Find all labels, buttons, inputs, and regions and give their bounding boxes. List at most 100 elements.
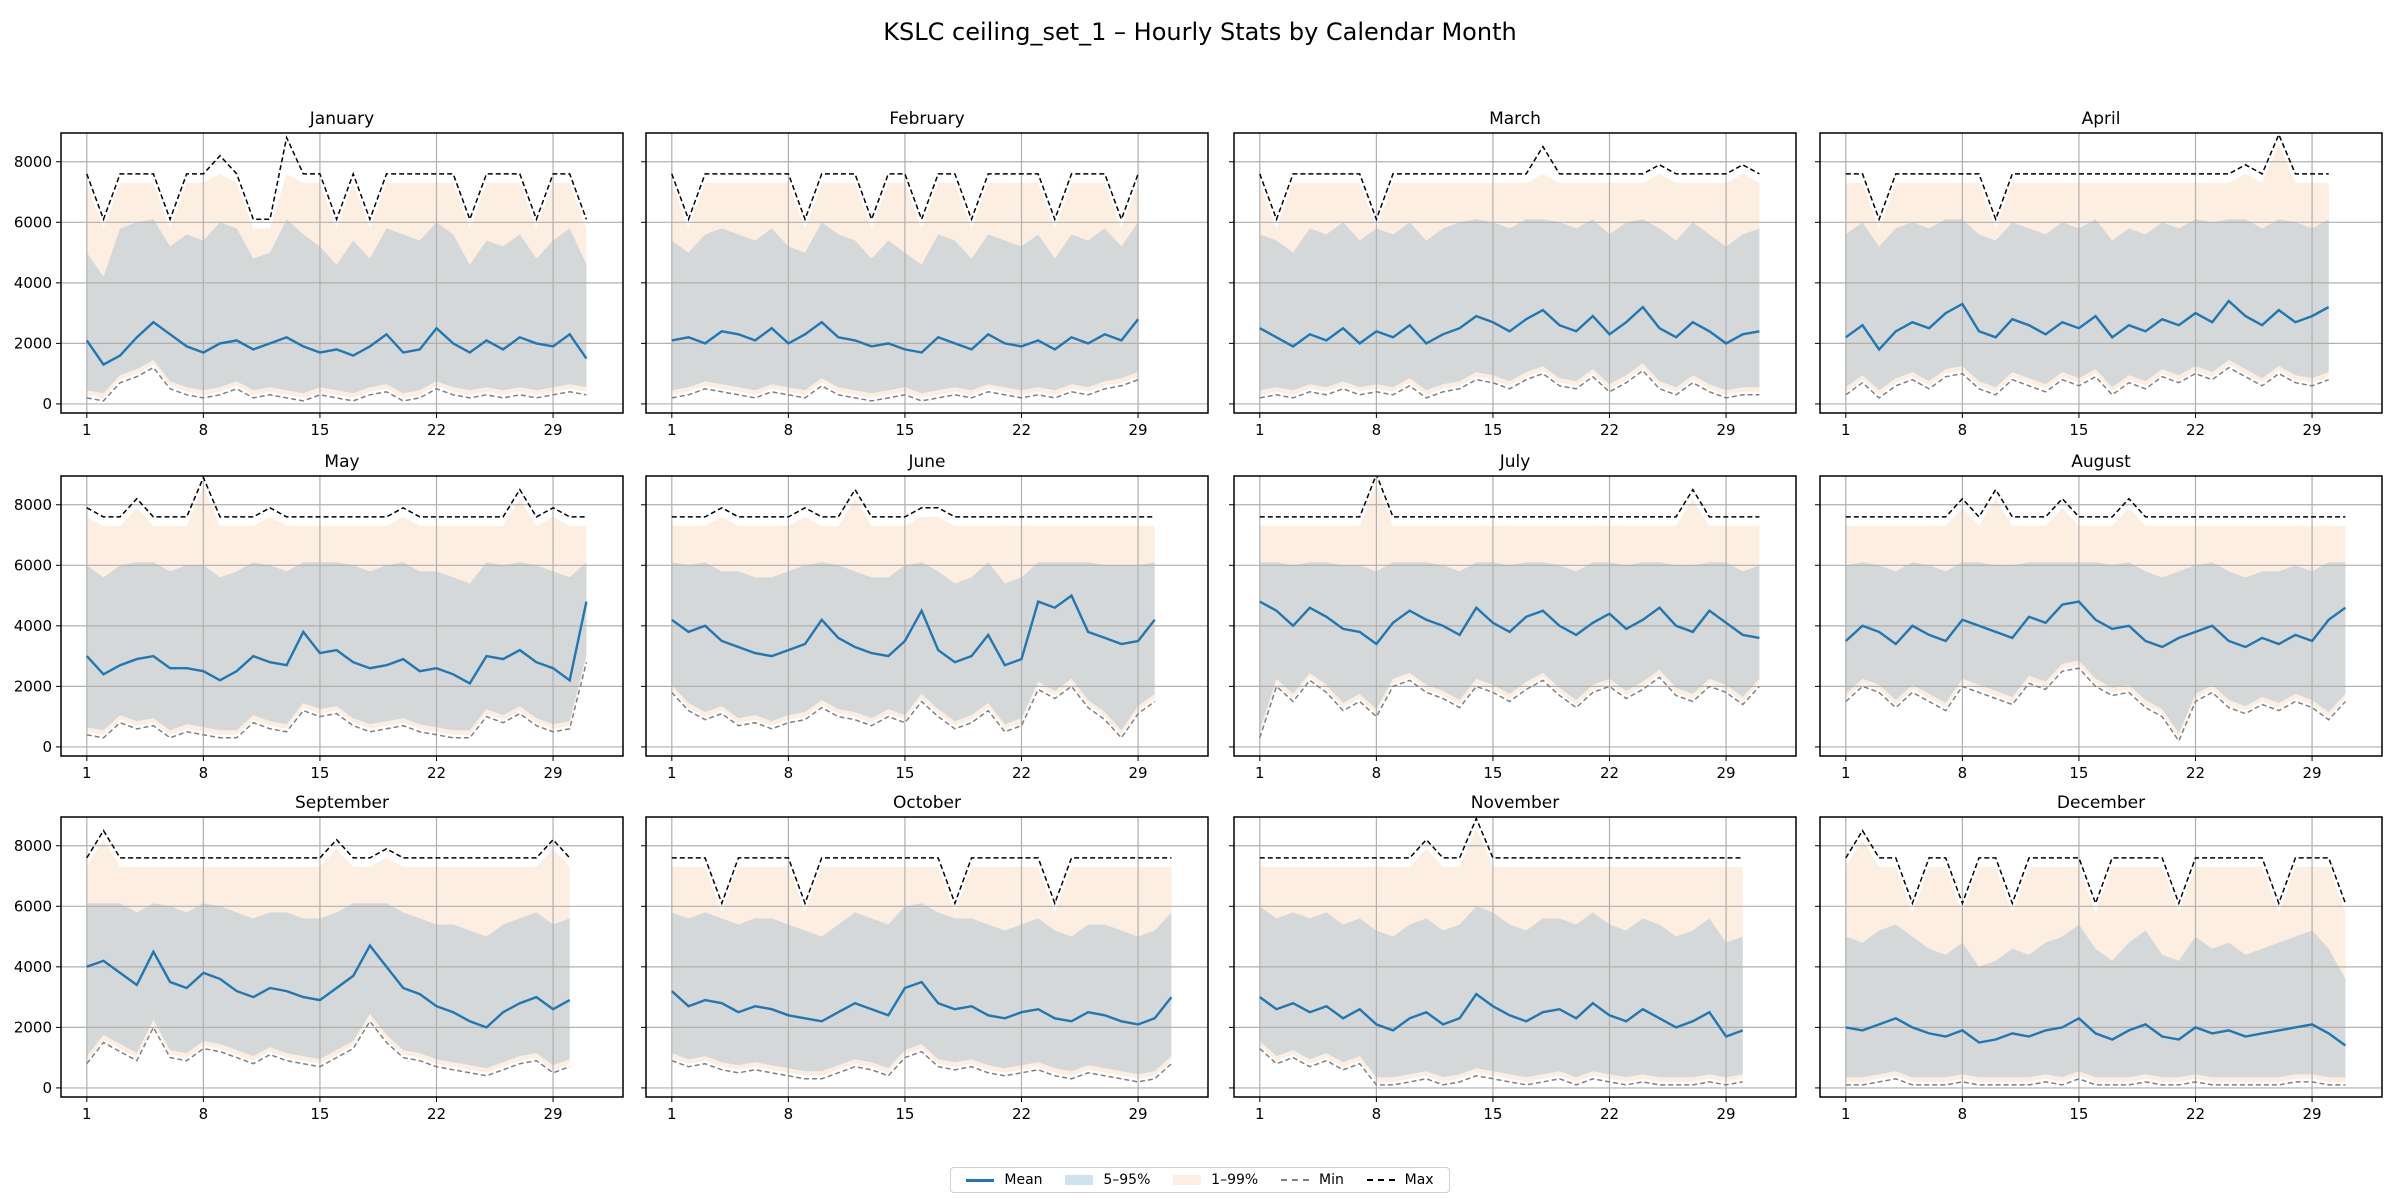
x-tick-label: 15 [1483, 421, 1502, 439]
x-tick-label: 15 [895, 764, 914, 782]
panel-april: April 1 8 15 22 29 [1815, 109, 2383, 439]
x-tick-label: 15 [1483, 1105, 1502, 1123]
legend-swatch-min [1281, 1179, 1309, 1181]
x-tick-label: 8 [1372, 421, 1382, 439]
min-line [86, 366, 587, 402]
panel-title: April [2082, 109, 2121, 129]
x-tick-label: 29 [544, 421, 563, 439]
panel-title: January [309, 109, 374, 129]
mean-line [1259, 600, 1760, 646]
panel-title: September [295, 793, 389, 813]
panel-may: May 1 8 15 22 29 0 2000 4000 6000 8000 [14, 452, 624, 782]
panel-title: October [893, 793, 961, 813]
mean-line [85, 601, 588, 686]
legend-label: 1–99% [1211, 1172, 1259, 1188]
x-tick-label: 1 [82, 1105, 92, 1123]
min-line [1259, 1048, 1743, 1086]
x-tick-label: 1 [1255, 421, 1265, 439]
x-tick-label: 1 [1255, 1105, 1265, 1123]
panel-title: November [1471, 793, 1559, 813]
y-tick-label: 8000 [14, 153, 52, 171]
mean-line [1259, 992, 1744, 1038]
panel-august: August 1 8 15 22 29 [1815, 452, 2383, 782]
legend-label: Mean [1004, 1172, 1043, 1188]
x-tick-label: 29 [544, 1105, 563, 1123]
x-tick-label: 15 [1483, 764, 1502, 782]
x-tick-label: 15 [310, 1105, 329, 1123]
max-line [86, 476, 587, 518]
panel-october: October 1 8 15 22 29 [641, 793, 1209, 1123]
band-5-95 [86, 562, 587, 731]
x-tick-label: 22 [2186, 1105, 2205, 1123]
min-line [86, 662, 588, 739]
y-tick-label: 2000 [14, 1018, 52, 1036]
mean-line [86, 943, 571, 1029]
x-tick-label: 15 [310, 421, 329, 439]
mean-line [1845, 1016, 2347, 1047]
legend: Mean 5–95% 1–99% Min Max [950, 1167, 1450, 1193]
min-line [1845, 667, 2346, 743]
x-tick-label: 15 [2069, 1105, 2088, 1123]
x-tick-label: 15 [2069, 764, 2088, 782]
y-tick-label: 6000 [14, 556, 52, 574]
axes-frame [645, 475, 1209, 757]
band-5-95 [1845, 924, 2346, 1078]
x-tick-label: 22 [427, 421, 446, 439]
x-tick-label: 22 [1012, 764, 1031, 782]
min-line [671, 378, 1139, 402]
min-line [1259, 676, 1760, 739]
max-line [1845, 488, 2346, 519]
x-tick-label: 29 [2303, 764, 2322, 782]
x-tick-label: 1 [667, 421, 677, 439]
band-5-95 [671, 562, 1155, 731]
axes-frame [60, 816, 624, 1098]
band-5-95 [1259, 219, 1760, 391]
panel-title: February [889, 109, 964, 129]
x-tick-label: 8 [199, 1105, 209, 1123]
panel-title: July [1499, 452, 1531, 472]
legend-item-mean: Mean [966, 1172, 1043, 1188]
panel-june: June 1 8 15 22 29 [641, 452, 1209, 782]
axes-frame [1233, 816, 1797, 1098]
axes-frame [1819, 132, 2383, 414]
max-line [1259, 817, 1743, 859]
axes-frame [60, 475, 624, 757]
axes-frame [645, 816, 1209, 1098]
axes-frame [1819, 816, 2383, 1098]
x-tick-label: 1 [1841, 1105, 1851, 1123]
legend-swatch-5-95 [1065, 1175, 1094, 1185]
axes-frame [1233, 475, 1797, 757]
y-tick-label: 4000 [14, 274, 52, 292]
max-line [86, 135, 588, 222]
min-line [671, 1050, 1172, 1083]
max-line [671, 488, 1155, 518]
mean-line [1259, 305, 1760, 348]
x-tick-label: 8 [199, 421, 209, 439]
panel-november: November 1 8 15 22 29 [1229, 793, 1797, 1123]
x-tick-label: 8 [1958, 1105, 1968, 1123]
mean-line [671, 318, 1140, 354]
legend-swatch-max [1366, 1179, 1395, 1181]
x-tick-label: 1 [82, 421, 92, 439]
legend-swatch-mean [966, 1178, 995, 1182]
x-tick-label: 22 [1600, 421, 1619, 439]
band-5-95 [1259, 562, 1760, 731]
x-tick-label: 8 [784, 1105, 794, 1123]
min-line [1259, 369, 1760, 399]
x-tick-label: 29 [1129, 421, 1148, 439]
x-tick-label: 1 [1841, 764, 1851, 782]
y-tick-label: 8000 [14, 496, 52, 514]
max-line [671, 857, 1172, 906]
legend-swatch-1-99 [1173, 1175, 1202, 1185]
y-tick-label: 4000 [14, 617, 52, 635]
legend-item-max: Max [1366, 1172, 1434, 1188]
legend-item-1-99: 1–99% [1173, 1172, 1258, 1188]
x-tick-label: 29 [1717, 421, 1736, 439]
x-tick-label: 29 [544, 764, 563, 782]
mean-line [1845, 299, 2330, 352]
min-line [1845, 366, 2329, 399]
x-tick-label: 15 [895, 421, 914, 439]
y-tick-label: 4000 [14, 958, 52, 976]
min-line [671, 685, 1156, 740]
min-line [86, 1019, 570, 1077]
